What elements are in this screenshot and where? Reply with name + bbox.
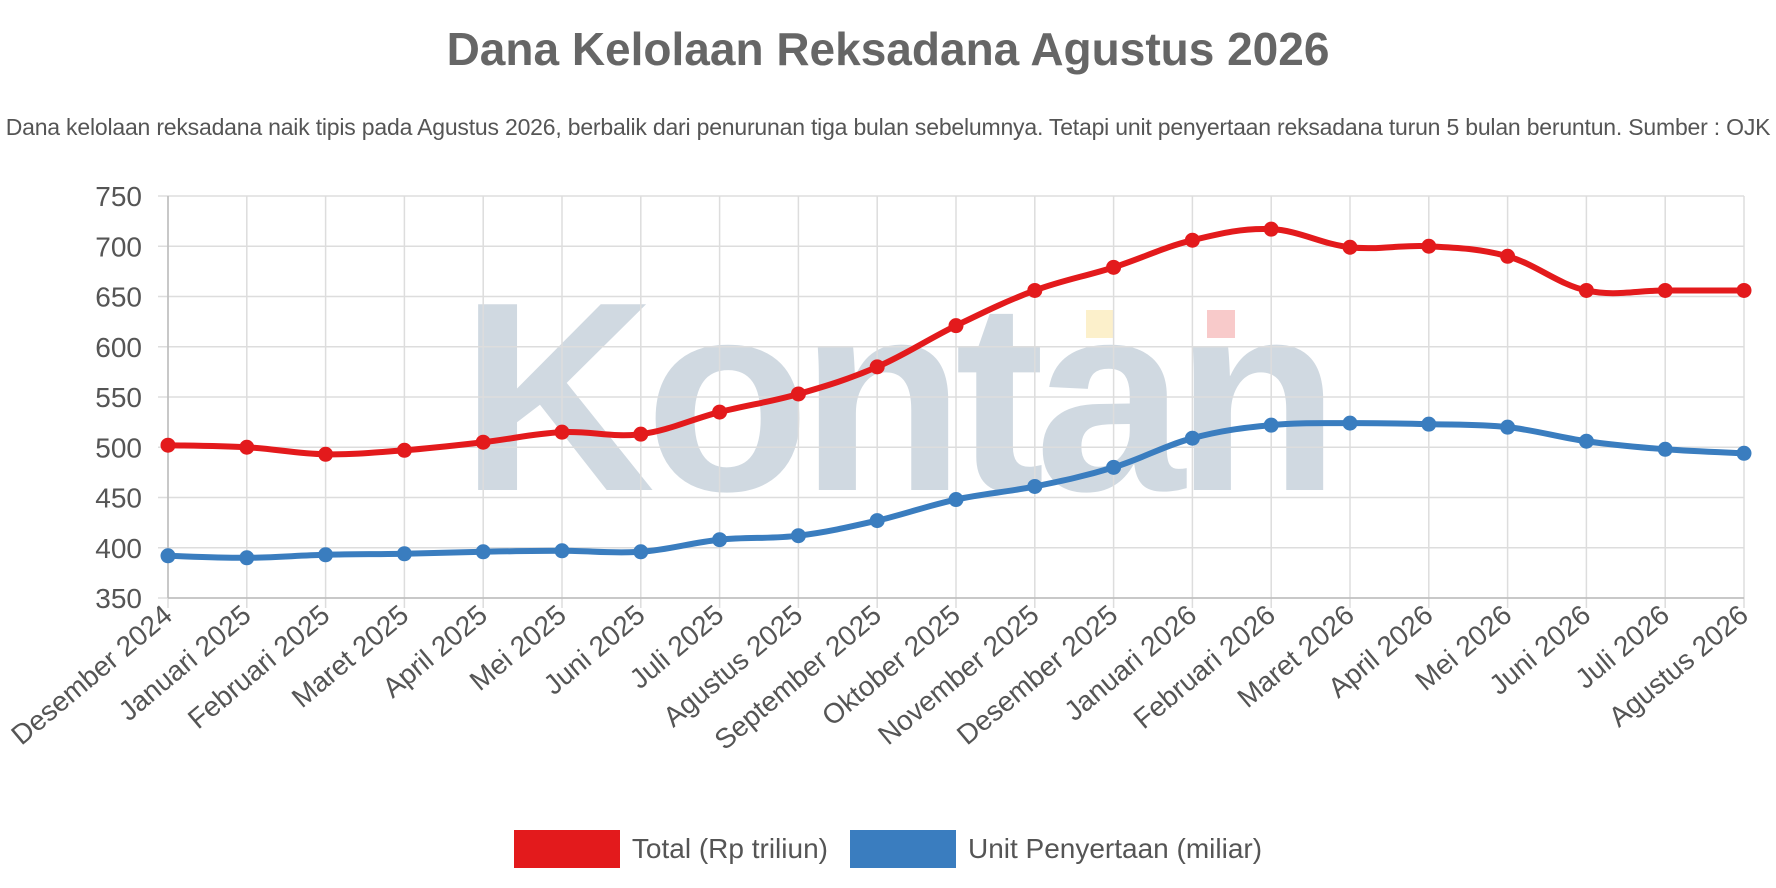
legend-item-total[interactable]: Total (Rp triliun) <box>513 830 828 868</box>
watermark-dot-red <box>1207 310 1235 338</box>
data-point-series-0[interactable] <box>1657 282 1673 298</box>
data-point-series-1[interactable] <box>1106 459 1122 475</box>
data-point-series-1[interactable] <box>475 544 491 560</box>
data-point-series-1[interactable] <box>160 548 176 564</box>
legend-swatch-total <box>513 830 620 868</box>
data-point-series-0[interactable] <box>239 439 255 455</box>
x-tick-label: Agustus 2026 <box>1603 599 1754 733</box>
data-point-series-0[interactable] <box>869 359 885 375</box>
data-point-series-1[interactable] <box>1184 430 1200 446</box>
data-point-series-0[interactable] <box>1500 248 1516 264</box>
legend-swatch-unit <box>849 830 956 868</box>
data-point-series-0[interactable] <box>1184 232 1200 248</box>
data-point-series-0[interactable] <box>160 437 176 453</box>
data-point-series-0[interactable] <box>554 424 570 440</box>
data-point-series-0[interactable] <box>1263 221 1279 237</box>
y-tick-label: 750 <box>95 181 142 212</box>
data-point-series-0[interactable] <box>1736 282 1752 298</box>
data-point-series-1[interactable] <box>633 544 649 560</box>
legend-label-total: Total (Rp triliun) <box>631 833 828 864</box>
data-point-series-1[interactable] <box>948 492 964 508</box>
chart-subtitle: Dana kelolaan reksadana naik tipis pada … <box>5 114 1771 140</box>
data-point-series-0[interactable] <box>1578 282 1594 298</box>
data-point-series-0[interactable] <box>1027 282 1043 298</box>
y-tick-label: 450 <box>95 483 142 514</box>
data-point-series-0[interactable] <box>318 446 334 462</box>
data-point-series-1[interactable] <box>1500 419 1516 435</box>
data-point-series-1[interactable] <box>1027 478 1043 494</box>
data-point-series-1[interactable] <box>1263 417 1279 433</box>
data-point-series-1[interactable] <box>712 532 728 548</box>
data-point-series-1[interactable] <box>1657 441 1673 457</box>
y-tick-label: 400 <box>95 533 142 564</box>
watermark-dot-yellow <box>1086 310 1114 338</box>
data-point-series-1[interactable] <box>869 513 885 529</box>
data-point-series-1[interactable] <box>1421 416 1437 432</box>
data-point-series-0[interactable] <box>712 404 728 420</box>
data-point-series-1[interactable] <box>318 547 334 563</box>
data-points <box>160 221 1752 566</box>
data-point-series-1[interactable] <box>1578 433 1594 449</box>
data-point-series-0[interactable] <box>1106 259 1122 275</box>
data-point-series-1[interactable] <box>790 528 806 544</box>
y-tick-label: 350 <box>95 583 142 614</box>
y-tick-label: 700 <box>95 231 142 262</box>
y-tick-label: 550 <box>95 382 142 413</box>
data-point-series-1[interactable] <box>239 550 255 566</box>
data-point-series-1[interactable] <box>1736 445 1752 461</box>
y-tick-label: 500 <box>95 432 142 463</box>
data-point-series-1[interactable] <box>554 543 570 559</box>
data-point-series-1[interactable] <box>1342 415 1358 431</box>
data-point-series-0[interactable] <box>475 434 491 450</box>
data-point-series-0[interactable] <box>948 318 964 334</box>
chart-title: Dana Kelolaan Reksadana Agustus 2026 <box>446 23 1330 75</box>
data-point-series-1[interactable] <box>396 546 412 562</box>
data-point-series-0[interactable] <box>633 426 649 442</box>
data-point-series-0[interactable] <box>1421 238 1437 254</box>
data-point-series-0[interactable] <box>1342 239 1358 255</box>
y-tick-label: 600 <box>95 332 142 363</box>
data-point-series-0[interactable] <box>790 386 806 402</box>
y-tick-label: 650 <box>95 282 142 313</box>
legend: Total (Rp triliun) Unit Penyertaan (mili… <box>0 828 1776 870</box>
data-point-series-0[interactable] <box>396 442 412 458</box>
legend-label-unit: Unit Penyertaan (miliar) <box>967 833 1263 864</box>
legend-item-unit[interactable]: Unit Penyertaan (miliar) <box>849 830 1263 868</box>
